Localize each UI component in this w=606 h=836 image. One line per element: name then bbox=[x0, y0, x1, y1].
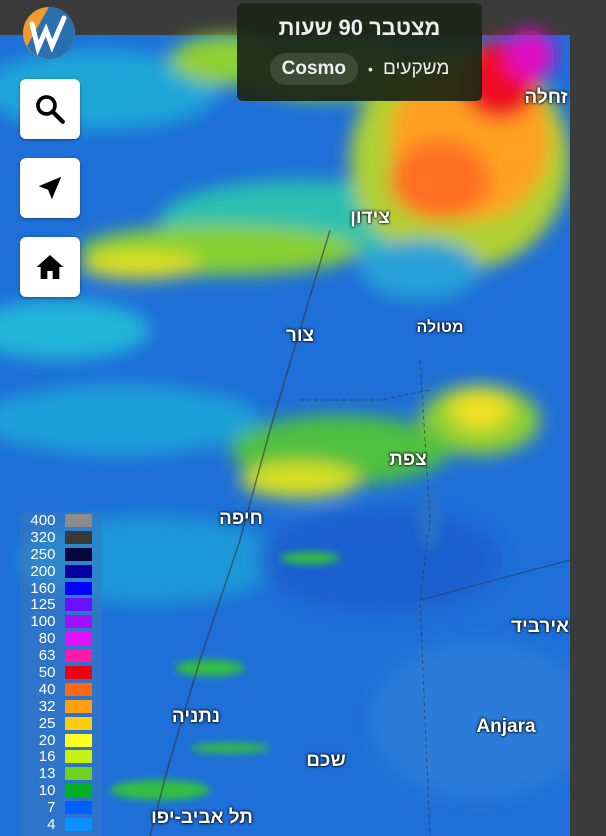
legend-swatch bbox=[65, 581, 92, 595]
legend-value: 40 bbox=[38, 680, 56, 698]
locate-button[interactable] bbox=[20, 158, 80, 218]
navigation-arrow-icon bbox=[38, 176, 62, 200]
legend-row: 10 bbox=[20, 782, 102, 799]
legend-row: 7 bbox=[20, 799, 102, 816]
legend-row: 32 bbox=[20, 698, 102, 715]
legend-swatch bbox=[65, 784, 92, 798]
legend-row: 250 bbox=[20, 546, 102, 563]
search-button[interactable] bbox=[20, 79, 80, 139]
legend-row: 4 bbox=[20, 816, 102, 833]
legend-swatch bbox=[65, 750, 92, 764]
legend-swatch bbox=[65, 716, 92, 730]
legend-swatch bbox=[65, 767, 92, 781]
legend-row: 125 bbox=[20, 596, 102, 613]
legend-swatch bbox=[65, 632, 92, 646]
legend-value: 50 bbox=[38, 663, 56, 681]
legend-value: 320 bbox=[30, 528, 56, 546]
place-label[interactable]: זחלה bbox=[524, 87, 568, 108]
place-label[interactable]: צור bbox=[285, 325, 315, 346]
legend-value: 400 bbox=[30, 511, 56, 529]
legend-row: 400 bbox=[20, 512, 102, 529]
legend-swatch bbox=[65, 513, 92, 527]
legend-swatch bbox=[65, 733, 92, 747]
legend-row: 63 bbox=[20, 647, 102, 664]
place-label[interactable]: אירביד bbox=[510, 616, 570, 637]
legend-row: 160 bbox=[20, 580, 102, 597]
place-label[interactable]: מטולה bbox=[416, 319, 464, 336]
legend-value: 4 bbox=[47, 815, 56, 833]
legend-swatch bbox=[65, 598, 92, 612]
home-button[interactable] bbox=[20, 237, 80, 297]
place-label[interactable]: חיפה bbox=[219, 508, 263, 529]
legend-value: 25 bbox=[38, 714, 56, 732]
layer-name: משקעים bbox=[382, 58, 450, 79]
legend-value: 63 bbox=[38, 647, 56, 665]
legend-row: 200 bbox=[20, 563, 102, 580]
separator-dot: • bbox=[368, 61, 373, 77]
legend-row: 80 bbox=[20, 630, 102, 647]
legend-row: 13 bbox=[20, 765, 102, 782]
legend-swatch bbox=[65, 665, 92, 679]
legend-swatch bbox=[65, 682, 92, 696]
legend-value: 250 bbox=[30, 545, 56, 563]
legend-swatch bbox=[65, 530, 92, 544]
legend-row: 40 bbox=[20, 681, 102, 698]
legend-value: 13 bbox=[38, 765, 56, 783]
place-label[interactable]: נתניה bbox=[171, 706, 221, 727]
layer-title: מצטבר 90 שעות bbox=[278, 15, 441, 40]
model-chip[interactable]: Cosmo bbox=[269, 53, 359, 85]
legend-swatch bbox=[65, 801, 92, 815]
place-label[interactable]: Anjara bbox=[476, 716, 536, 737]
place-label[interactable]: צפת bbox=[389, 449, 427, 470]
legend-value: 80 bbox=[38, 630, 56, 648]
legend-row: 320 bbox=[20, 529, 102, 546]
legend-value: 200 bbox=[30, 562, 56, 580]
layer-info-panel: מצטבר 90 שעות משקעים • Cosmo bbox=[237, 3, 482, 101]
legend-value: 10 bbox=[38, 782, 56, 800]
legend-value: 20 bbox=[38, 731, 56, 749]
legend-swatch bbox=[65, 615, 92, 629]
home-icon bbox=[36, 255, 64, 279]
legend-swatch bbox=[65, 649, 92, 663]
place-label[interactable]: תל אביב-יפו bbox=[151, 807, 253, 828]
legend-row: 20 bbox=[20, 732, 102, 749]
legend-swatch bbox=[65, 699, 92, 713]
place-label[interactable]: צידון bbox=[350, 207, 390, 228]
legend-value: 7 bbox=[47, 799, 56, 817]
legend-row: 16 bbox=[20, 748, 102, 765]
app-logo bbox=[23, 7, 75, 59]
legend-value: 32 bbox=[38, 697, 56, 715]
legend-swatch bbox=[65, 564, 92, 578]
legend-value: 125 bbox=[30, 596, 56, 614]
search-icon bbox=[36, 95, 65, 124]
legend-row: 50 bbox=[20, 664, 102, 681]
legend-value: 16 bbox=[38, 748, 56, 766]
legend-value: 100 bbox=[30, 613, 56, 631]
legend-swatch bbox=[65, 547, 92, 561]
legend-swatch bbox=[65, 817, 92, 831]
legend-value: 160 bbox=[30, 579, 56, 597]
legend-row: 25 bbox=[20, 715, 102, 732]
place-label[interactable]: שכם bbox=[306, 750, 346, 771]
precipitation-legend: 400 320 250 200 160 125 100 80 63 50 40 32 25 20 16 13 1… bbox=[20, 512, 102, 836]
legend-row: 100 bbox=[20, 613, 102, 630]
